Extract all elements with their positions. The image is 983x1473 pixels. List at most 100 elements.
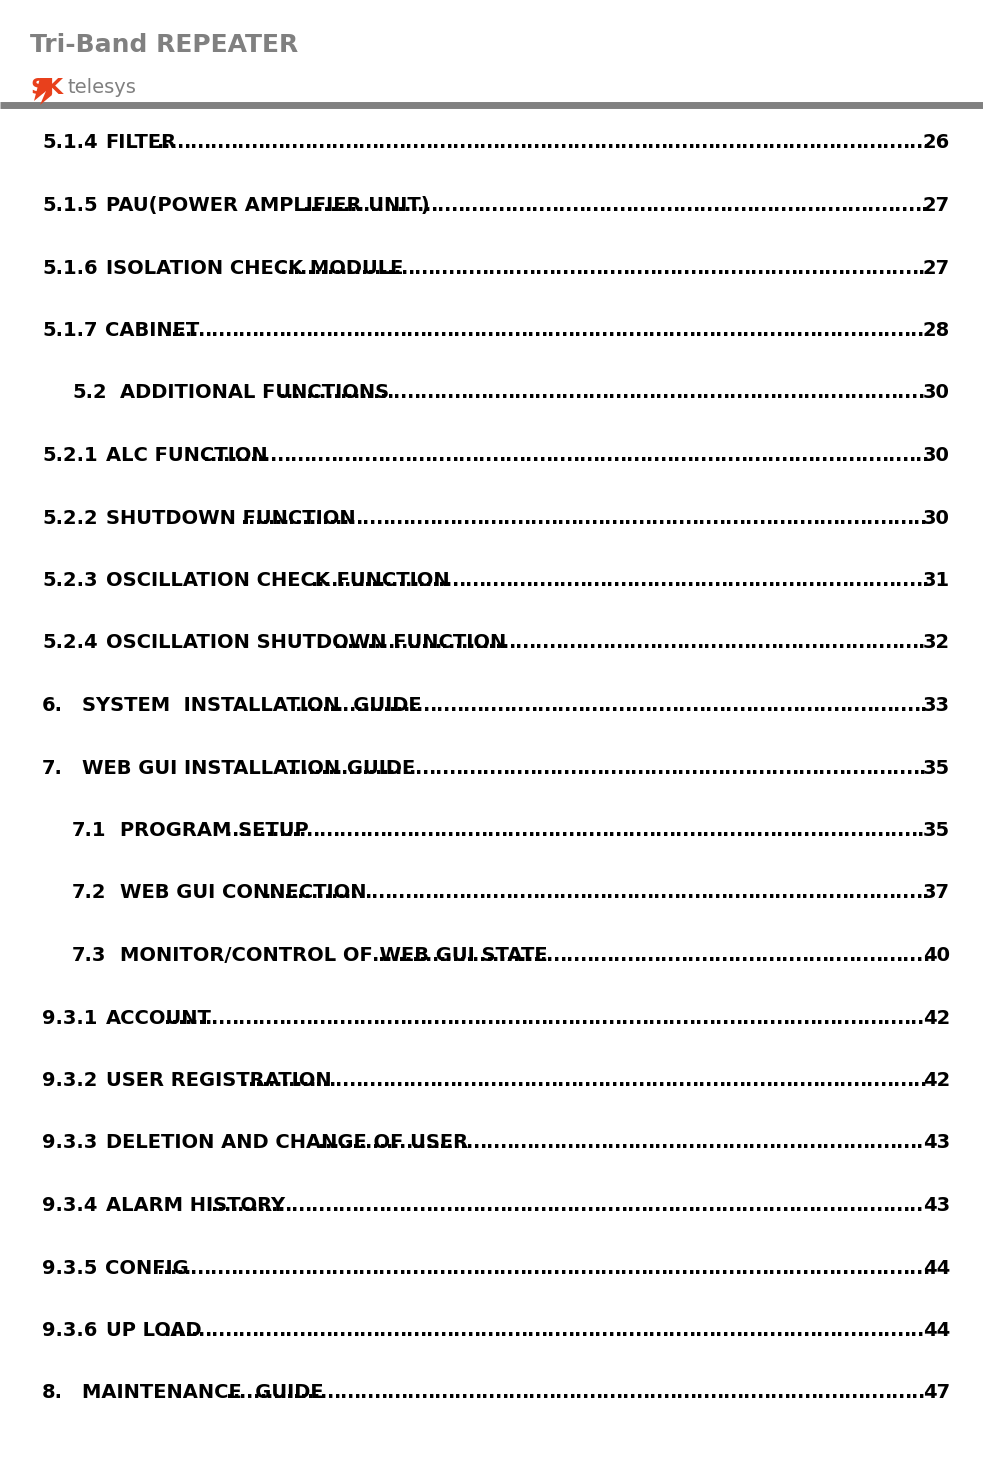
Text: .: . <box>286 820 293 840</box>
Text: .: . <box>369 1071 376 1090</box>
Text: .: . <box>789 321 797 340</box>
Text: .: . <box>531 508 538 527</box>
Text: .: . <box>278 321 286 340</box>
Text: .: . <box>835 884 842 903</box>
Text: .: . <box>718 759 725 778</box>
Text: .: . <box>446 1134 453 1152</box>
Text: .: . <box>232 820 239 840</box>
Text: .: . <box>284 1258 292 1277</box>
Text: .: . <box>224 1196 231 1215</box>
Text: .: . <box>776 1009 783 1028</box>
Text: 47: 47 <box>923 1383 950 1402</box>
Text: .: . <box>654 1196 662 1215</box>
Text: .: . <box>869 1196 877 1215</box>
Text: .: . <box>522 633 529 653</box>
Text: .: . <box>904 820 911 840</box>
Text: .: . <box>662 1009 669 1028</box>
Text: .: . <box>726 196 733 215</box>
Text: .: . <box>849 1134 856 1152</box>
Text: .: . <box>606 196 612 215</box>
Text: .: . <box>472 572 480 591</box>
Text: .: . <box>432 572 439 591</box>
Text: .: . <box>331 134 339 153</box>
Text: .: . <box>586 884 594 903</box>
Text: .: . <box>748 1258 755 1277</box>
Text: .: . <box>272 820 279 840</box>
Text: .: . <box>909 946 916 965</box>
Text: .: . <box>567 1321 575 1340</box>
Text: .: . <box>217 1258 224 1277</box>
Text: .: . <box>815 134 823 153</box>
Text: .: . <box>810 383 817 402</box>
Text: .: . <box>346 1009 353 1028</box>
Text: .: . <box>902 1258 910 1277</box>
Text: .: . <box>858 633 865 653</box>
Text: .: . <box>342 508 350 527</box>
Text: .: . <box>891 321 897 340</box>
Text: .: . <box>322 508 329 527</box>
Text: .: . <box>614 1134 621 1152</box>
Text: .: . <box>781 572 788 591</box>
Text: .: . <box>692 697 699 714</box>
Text: 40: 40 <box>923 946 950 965</box>
Text: .: . <box>259 820 266 840</box>
Text: .: . <box>349 1071 356 1090</box>
Text: .: . <box>352 1134 360 1152</box>
Text: .: . <box>443 508 450 527</box>
Text: .: . <box>719 697 726 714</box>
Text: .: . <box>795 1258 802 1277</box>
Text: .: . <box>338 1134 346 1152</box>
Text: .: . <box>796 321 803 340</box>
Text: .: . <box>624 1071 632 1090</box>
Text: .: . <box>771 633 778 653</box>
Text: .: . <box>615 1383 623 1402</box>
Text: .: . <box>491 697 497 714</box>
Text: .: . <box>363 1071 370 1090</box>
Text: .: . <box>446 321 454 340</box>
Text: .: . <box>520 134 527 153</box>
Text: .: . <box>883 1134 891 1152</box>
Text: .: . <box>769 1196 776 1215</box>
Text: .: . <box>482 633 489 653</box>
Text: .: . <box>397 196 404 215</box>
Text: .: . <box>832 759 839 778</box>
Text: .: . <box>702 1321 710 1340</box>
Text: .: . <box>353 383 361 402</box>
Text: ADDITIONAL FUNCTIONS: ADDITIONAL FUNCTIONS <box>120 383 389 402</box>
Text: .: . <box>223 446 230 465</box>
Text: .: . <box>667 134 674 153</box>
Text: .: . <box>635 383 643 402</box>
Text: .: . <box>460 1321 468 1340</box>
Text: .: . <box>884 321 891 340</box>
Text: .: . <box>370 697 376 714</box>
Text: .: . <box>675 820 683 840</box>
Text: .: . <box>796 820 804 840</box>
Text: .: . <box>425 572 433 591</box>
Text: .: . <box>743 258 751 277</box>
Text: .: . <box>440 1321 447 1340</box>
Text: .: . <box>341 759 349 778</box>
Text: .: . <box>880 697 888 714</box>
Text: .: . <box>321 759 328 778</box>
Text: .: . <box>895 196 901 215</box>
Text: .: . <box>203 134 211 153</box>
Text: .: . <box>575 820 582 840</box>
Text: .: . <box>352 1196 359 1215</box>
Text: .: . <box>507 820 515 840</box>
Text: .: . <box>541 1321 549 1340</box>
Text: .: . <box>620 1258 628 1277</box>
Text: .: . <box>855 572 862 591</box>
Text: .: . <box>641 134 648 153</box>
Text: .: . <box>461 633 469 653</box>
Text: .: . <box>755 134 762 153</box>
Text: .: . <box>363 697 370 714</box>
Text: .: . <box>456 697 464 714</box>
Text: 9.3.6: 9.3.6 <box>42 1321 97 1340</box>
Text: .: . <box>332 1009 340 1028</box>
Text: .: . <box>830 820 838 840</box>
Text: .: . <box>437 196 444 215</box>
Text: .: . <box>791 759 799 778</box>
Text: .: . <box>553 1258 560 1277</box>
Text: .: . <box>299 383 307 402</box>
Text: .: . <box>316 697 322 714</box>
